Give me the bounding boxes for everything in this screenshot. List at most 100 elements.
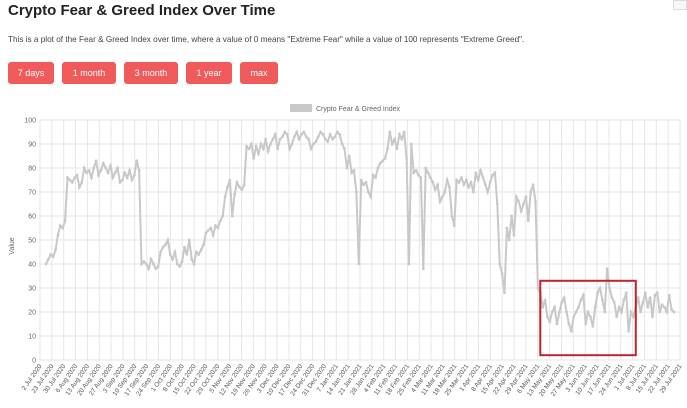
data-point[interactable] xyxy=(536,286,540,290)
data-point[interactable] xyxy=(149,257,153,261)
data-point[interactable] xyxy=(493,171,497,175)
data-point[interactable] xyxy=(271,137,275,141)
data-point[interactable] xyxy=(600,298,604,302)
data-point[interactable] xyxy=(581,293,585,297)
data-point[interactable] xyxy=(414,169,418,172)
data-point[interactable] xyxy=(612,301,616,304)
data-point[interactable] xyxy=(82,166,86,170)
data-point[interactable] xyxy=(515,195,518,199)
data-point[interactable] xyxy=(78,185,81,189)
data-point[interactable] xyxy=(154,267,158,271)
data-point[interactable] xyxy=(300,133,303,136)
data-point[interactable] xyxy=(452,224,456,228)
data-point[interactable] xyxy=(56,233,60,237)
data-point[interactable] xyxy=(376,166,380,170)
data-point[interactable] xyxy=(479,169,482,172)
data-point[interactable] xyxy=(359,178,363,182)
data-point[interactable] xyxy=(512,233,516,237)
data-point[interactable] xyxy=(400,137,404,141)
data-point[interactable] xyxy=(218,219,222,223)
data-point[interactable] xyxy=(147,267,151,271)
data-point[interactable] xyxy=(335,130,339,134)
data-point[interactable] xyxy=(309,147,313,151)
data-point[interactable] xyxy=(58,224,62,228)
data-point[interactable] xyxy=(85,171,88,175)
data-point[interactable] xyxy=(557,310,561,314)
data-point[interactable] xyxy=(369,195,373,199)
data-point[interactable] xyxy=(476,178,480,182)
data-point[interactable] xyxy=(569,329,573,333)
data-point[interactable] xyxy=(290,142,294,146)
data-point[interactable] xyxy=(228,178,232,182)
data-point[interactable] xyxy=(462,183,466,187)
chart-legend[interactable]: Crypto Fear & Greed Index xyxy=(290,104,401,113)
data-point[interactable] xyxy=(457,181,461,184)
data-point[interactable] xyxy=(54,248,57,252)
data-point[interactable] xyxy=(643,291,647,295)
data-point[interactable] xyxy=(610,296,614,299)
data-point[interactable] xyxy=(641,301,645,304)
data-point[interactable] xyxy=(137,169,141,172)
data-point[interactable] xyxy=(440,195,444,199)
data-point[interactable] xyxy=(295,130,299,134)
data-point[interactable] xyxy=(433,188,437,191)
data-point[interactable] xyxy=(283,130,287,134)
data-point[interactable] xyxy=(211,233,215,237)
data-point[interactable] xyxy=(529,190,533,194)
data-point[interactable] xyxy=(292,135,296,139)
data-point[interactable] xyxy=(92,166,96,170)
data-point[interactable] xyxy=(185,253,189,256)
data-point[interactable] xyxy=(257,152,260,155)
data-point[interactable] xyxy=(264,137,268,141)
data-point[interactable] xyxy=(543,298,547,302)
data-point[interactable] xyxy=(209,226,213,230)
data-point[interactable] xyxy=(665,310,669,314)
data-point[interactable] xyxy=(221,214,225,218)
data-point[interactable] xyxy=(173,250,177,254)
data-point[interactable] xyxy=(507,238,511,242)
data-point[interactable] xyxy=(206,229,210,232)
data-point[interactable] xyxy=(388,130,392,134)
data-point[interactable] xyxy=(297,137,301,141)
data-point[interactable] xyxy=(252,157,256,160)
data-point[interactable] xyxy=(629,310,633,314)
data-point[interactable] xyxy=(655,291,659,295)
data-point[interactable] xyxy=(142,260,146,263)
data-point[interactable] xyxy=(498,262,502,266)
data-point[interactable] xyxy=(598,286,602,290)
data-point[interactable] xyxy=(572,315,576,319)
data-point[interactable] xyxy=(653,293,657,297)
data-point[interactable] xyxy=(326,140,330,143)
data-point[interactable] xyxy=(517,200,521,203)
data-point[interactable] xyxy=(97,173,100,177)
data-point[interactable] xyxy=(419,176,423,179)
data-point[interactable] xyxy=(421,267,425,271)
data-point[interactable] xyxy=(541,305,545,309)
data-point[interactable] xyxy=(672,310,676,314)
data-point[interactable] xyxy=(355,190,358,194)
data-point[interactable] xyxy=(61,226,65,230)
data-point[interactable] xyxy=(522,202,525,206)
data-point[interactable] xyxy=(345,166,349,170)
data-point[interactable] xyxy=(460,176,463,179)
data-point[interactable] xyxy=(113,171,117,175)
data-point[interactable] xyxy=(617,305,621,309)
data-point[interactable] xyxy=(429,176,432,179)
data-point[interactable] xyxy=(116,166,120,170)
data-point[interactable] xyxy=(238,185,241,189)
data-point[interactable] xyxy=(140,262,143,266)
data-point[interactable] xyxy=(46,257,50,261)
data-point[interactable] xyxy=(44,262,48,266)
data-point[interactable] xyxy=(104,166,108,170)
data-point[interactable] xyxy=(94,159,98,163)
data-point[interactable] xyxy=(531,183,535,187)
data-point[interactable] xyxy=(378,161,382,165)
data-point[interactable] xyxy=(405,157,408,160)
data-point[interactable] xyxy=(436,183,440,187)
range-1-month-button[interactable]: 1 month xyxy=(62,62,116,84)
data-point[interactable] xyxy=(302,130,306,134)
data-point[interactable] xyxy=(319,130,323,134)
range-7-days-button[interactable]: 7 days xyxy=(8,62,54,84)
data-point[interactable] xyxy=(135,159,139,163)
data-point[interactable] xyxy=(280,135,284,139)
